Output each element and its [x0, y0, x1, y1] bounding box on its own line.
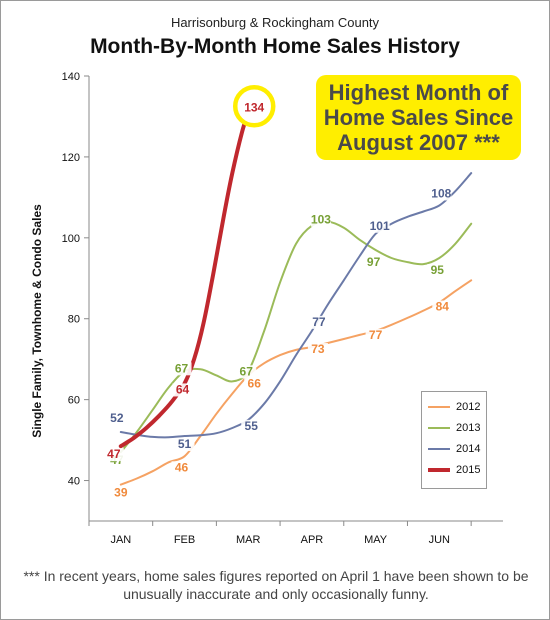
- y-tick-label: 80: [68, 314, 80, 326]
- callout-line-1: Highest Month of: [328, 80, 509, 105]
- legend-label: 2013: [456, 422, 481, 434]
- data-label-2014: 51: [178, 437, 192, 451]
- callout-box: Highest Month of Home Sales Since August…: [316, 75, 521, 160]
- data-label-bg: [172, 383, 193, 397]
- data-label-2014: 77: [312, 315, 326, 329]
- y-tick-label: 120: [62, 152, 80, 164]
- data-label-2014: 55: [245, 419, 259, 433]
- x-tick-label: FEB: [174, 534, 195, 546]
- data-label-bg: [174, 438, 195, 452]
- y-tick-label: 100: [62, 233, 80, 245]
- legend-item-2014: 2014: [428, 441, 480, 457]
- data-label-2013: 67: [240, 364, 254, 378]
- data-label-bg: [369, 219, 390, 233]
- data-label-bg: [363, 255, 384, 269]
- series-line-2013: [119, 220, 473, 454]
- legend-swatch: [428, 427, 450, 429]
- data-label-2014: 101: [370, 219, 390, 233]
- x-tick-label: APR: [301, 534, 324, 546]
- x-tick-label: JUN: [429, 534, 450, 546]
- legend-label: 2015: [456, 464, 481, 476]
- y-tick-label: 140: [62, 71, 80, 83]
- y-tick-label: 60: [68, 395, 80, 407]
- data-label-bg: [171, 461, 192, 475]
- y-axis-label: Single Family, Townhome & Condo Sales: [30, 204, 44, 438]
- data-label-2012: 84: [436, 300, 450, 314]
- data-label-2012: 77: [369, 328, 383, 342]
- legend-swatch: [428, 406, 450, 408]
- legend-swatch: [428, 448, 450, 450]
- footnote: *** In recent years, home sales figures …: [23, 568, 529, 602]
- y-tick-label: 40: [68, 476, 80, 488]
- data-label-2014: 52: [110, 411, 124, 425]
- data-label-bg: [110, 486, 131, 500]
- series-line-2014: [119, 172, 473, 439]
- callout-line-3: August 2007 ***: [337, 130, 500, 155]
- series-line-2015: [118, 110, 251, 449]
- data-label-bg: [241, 419, 262, 433]
- data-label-2013: 103: [311, 213, 331, 227]
- legend: 2012 2013 2014 2015: [421, 391, 487, 489]
- legend-label: 2012: [456, 401, 481, 413]
- data-label-2012: 39: [114, 486, 128, 500]
- data-label-bg: [106, 412, 127, 425]
- data-label-2012: 46: [175, 460, 189, 474]
- series-lines: [118, 110, 473, 486]
- data-label-bg: [432, 300, 453, 314]
- data-label-bg: [307, 343, 328, 357]
- data-label-2013: 97: [367, 255, 381, 269]
- data-label-2014: 108: [431, 186, 451, 200]
- legend-label: 2014: [456, 443, 481, 455]
- data-label-bg: [308, 315, 329, 329]
- data-label-2012: 66: [248, 376, 262, 390]
- x-tick-label: MAR: [236, 534, 261, 546]
- data-label-bg: [427, 264, 448, 278]
- data-label-2013: 95: [431, 263, 445, 277]
- data-label-bg: [103, 448, 124, 462]
- data-label-2015: 134: [244, 100, 264, 114]
- x-tick-label: JAN: [110, 534, 131, 546]
- data-label-bg: [244, 377, 265, 391]
- series-line-2012: [119, 279, 473, 486]
- chart-title: Month-By-Month Home Sales History: [90, 35, 460, 58]
- data-label-bg: [244, 101, 265, 115]
- data-label-bg: [171, 362, 192, 376]
- legend-swatch: [428, 468, 450, 472]
- legend-item-2012: 2012: [428, 399, 480, 415]
- legend-item-2013: 2013: [428, 420, 480, 436]
- data-label-2015: 64: [176, 382, 190, 396]
- data-label-bg: [431, 187, 452, 201]
- data-labels: 3946667377844767671039795525155771011084…: [103, 100, 453, 500]
- x-tick-label: MAY: [364, 534, 388, 546]
- chart-subtitle: Harrisonburg & Rockingham County: [170, 15, 380, 30]
- callout-line-2: Home Sales Since: [323, 105, 514, 130]
- data-label-2012: 73: [311, 342, 325, 356]
- data-label-2013: 67: [175, 361, 189, 375]
- data-label-2015: 47: [107, 447, 121, 461]
- data-label-bg: [310, 213, 331, 227]
- data-label-bg: [236, 365, 257, 379]
- data-label-bg: [365, 328, 386, 342]
- legend-item-2015: 2015: [428, 462, 480, 478]
- axes: 40 60 80 100 120 140 JAN FEB MAR APR MAY JUN: [62, 71, 503, 546]
